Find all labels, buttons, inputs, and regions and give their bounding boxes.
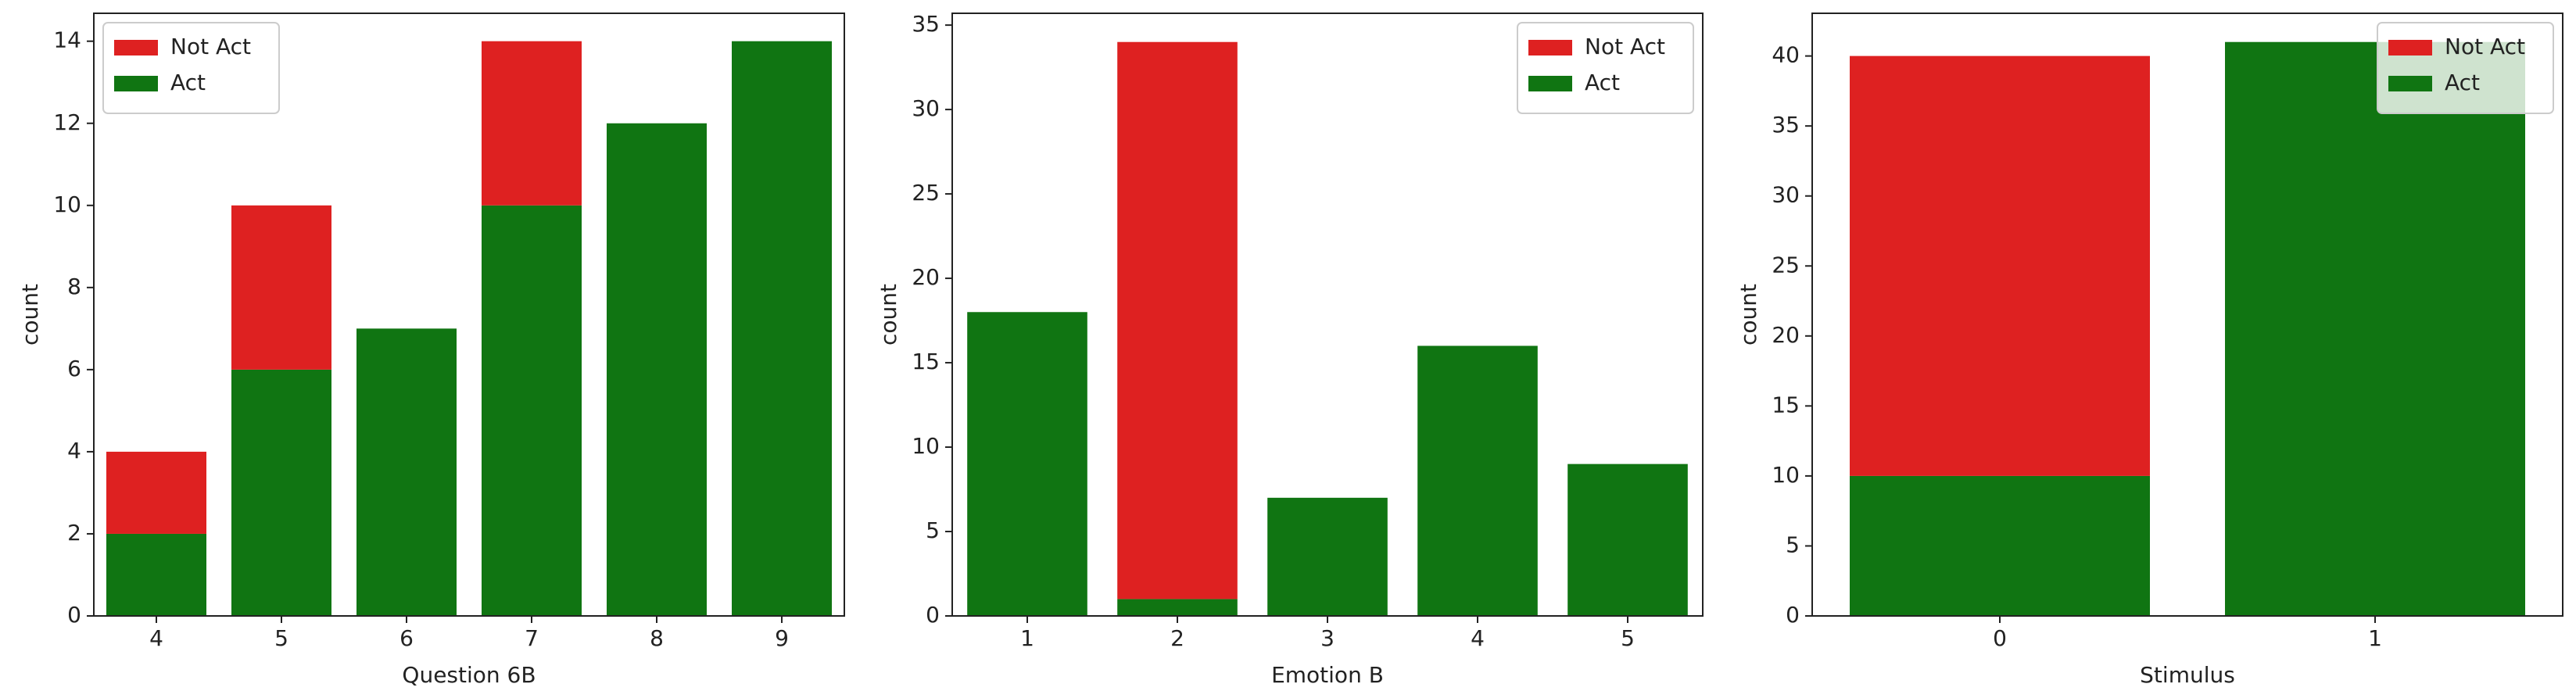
chart-panel: 4 5 6 7 8 9 0 2 4 6 8 10 12 14 Question 6B count Not Act… — [17, 13, 845, 688]
x-tick-label: 6 — [399, 625, 414, 651]
legend-swatch — [1528, 76, 1572, 91]
bar-segment — [732, 41, 832, 617]
x-tick-label: 1 — [1020, 625, 1034, 651]
y-tick-label: 15 — [1772, 392, 1800, 417]
legend-swatch — [2388, 40, 2432, 55]
bar-segment — [231, 205, 331, 370]
y-tick-label: 0 — [67, 602, 81, 628]
y-tick-label: 25 — [912, 180, 940, 206]
y-tick-label: 40 — [1772, 42, 1800, 68]
y-tick-label: 2 — [67, 520, 81, 546]
x-tick-label: 4 — [149, 625, 163, 651]
bar-segment — [967, 312, 1087, 616]
legend-swatch — [114, 76, 158, 91]
x-axis-label: Question 6B — [402, 662, 536, 688]
axes-frame — [1811, 13, 2563, 617]
x-tick-label: 2 — [1170, 625, 1184, 651]
bar-segment — [482, 205, 582, 616]
y-tick-label: 20 — [1772, 322, 1800, 348]
x-axis-label: Stimulus — [2140, 662, 2235, 688]
bar-segment — [1117, 41, 1238, 600]
bar-segment — [1267, 497, 1388, 616]
y-tick-label: 10 — [912, 433, 940, 459]
bar-segment — [1850, 55, 2150, 476]
y-axis-label: count — [17, 284, 43, 345]
legend-label: Not Act — [1585, 34, 1665, 59]
bar-segment — [356, 328, 457, 616]
bar-segment — [1850, 475, 2150, 616]
legend-label: Not Act — [170, 34, 251, 59]
x-tick-label: 5 — [274, 625, 288, 651]
bar-segment — [106, 533, 206, 616]
y-tick-label: 5 — [926, 517, 940, 543]
y-tick-label: 6 — [67, 356, 81, 381]
axes-frame — [951, 13, 1704, 617]
legend-label: Not Act — [2445, 34, 2525, 59]
y-tick-label: 10 — [1772, 462, 1800, 488]
legend-label: Act — [170, 70, 206, 95]
y-tick-label: 20 — [912, 264, 940, 290]
y-tick-label: 10 — [53, 192, 81, 217]
y-tick-label: 35 — [1772, 112, 1800, 138]
x-tick-label: 5 — [1621, 625, 1635, 651]
y-tick-label: 30 — [912, 95, 940, 121]
y-tick-label: 5 — [1786, 532, 1800, 557]
x-tick-label: 1 — [2368, 625, 2382, 651]
y-tick-label: 12 — [53, 109, 81, 135]
bar-segment — [1417, 345, 1538, 616]
y-tick-label: 8 — [67, 274, 81, 299]
bar-segment — [482, 41, 582, 206]
bar-segment — [106, 451, 206, 534]
y-tick-label: 4 — [67, 438, 81, 464]
y-tick-label: 0 — [926, 602, 940, 628]
y-axis-label: count — [1736, 284, 1761, 345]
x-tick-label: 7 — [525, 625, 539, 651]
x-axis-label: Emotion B — [1271, 662, 1384, 688]
legend-label: Act — [1585, 70, 1620, 95]
legend-swatch — [2388, 76, 2432, 91]
bar-segment — [1117, 599, 1238, 616]
legend-swatch — [114, 40, 158, 55]
y-tick-label: 25 — [1772, 252, 1800, 277]
x-tick-label: 0 — [1993, 625, 2007, 651]
x-tick-label: 8 — [650, 625, 664, 651]
y-tick-label: 14 — [53, 27, 81, 53]
axes-frame — [93, 13, 845, 617]
y-tick-label: 35 — [912, 11, 940, 37]
bar-segment — [1567, 464, 1688, 616]
legend-label: Act — [2445, 70, 2480, 95]
bar-segment — [231, 369, 331, 616]
y-axis-label: count — [876, 284, 901, 345]
chart-panel: 1 2 3 4 5 0 5 10 15 20 25 30 35 Emotion B count Not Act… — [876, 11, 1704, 688]
x-tick-label: 9 — [775, 625, 789, 651]
y-tick-label: 0 — [1786, 602, 1800, 628]
bar-segment — [607, 123, 707, 616]
legend-swatch — [1528, 40, 1572, 55]
x-tick-label: 4 — [1471, 625, 1485, 651]
x-tick-label: 3 — [1320, 625, 1335, 651]
bar-segment — [2225, 41, 2525, 616]
y-tick-label: 30 — [1772, 182, 1800, 208]
y-tick-label: 15 — [912, 349, 940, 374]
